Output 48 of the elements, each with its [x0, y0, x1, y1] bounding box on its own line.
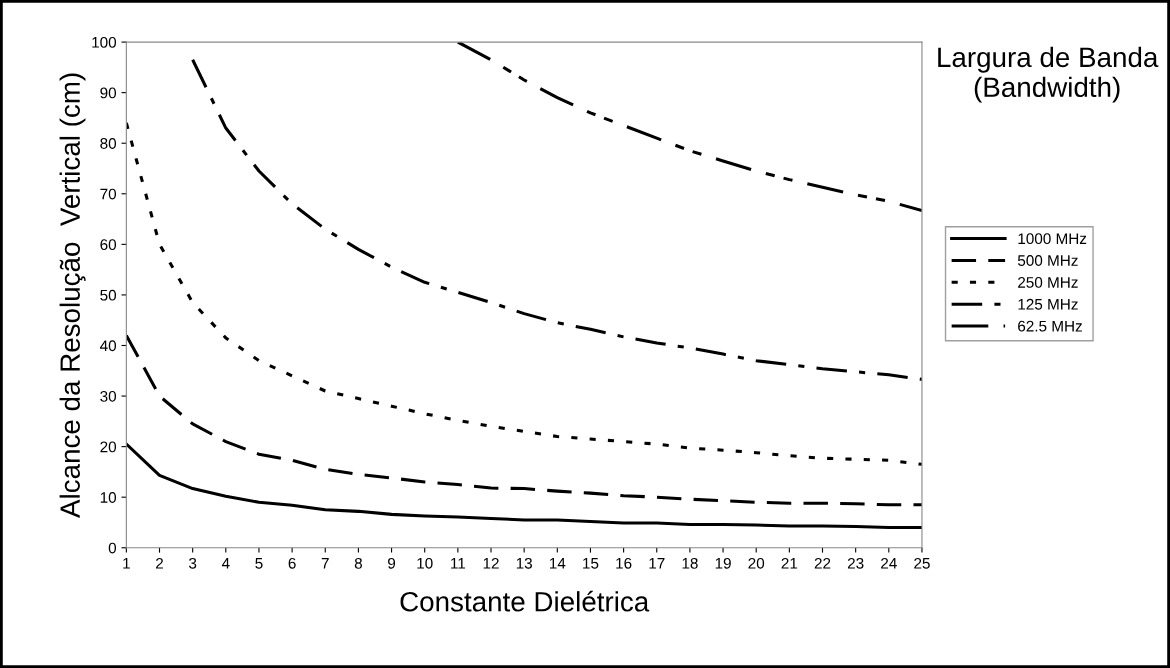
x-tick-label: 5 — [255, 558, 263, 569]
x-tick-label: 12 — [483, 557, 499, 569]
x-tick-label: 24 — [881, 557, 897, 569]
x-tick-label: 17 — [649, 558, 665, 569]
x-tick-label: 11 — [451, 558, 466, 569]
legend-title: Largura de Banda (Bandwidth) — [938, 46, 1159, 103]
x-tick-label: 21 — [781, 557, 798, 569]
legend-label: 250 MHz — [1018, 276, 1078, 288]
legend-label: 125 MHz — [1018, 298, 1078, 310]
y-tick-label: 70 — [100, 188, 117, 200]
x-tick-label: 23 — [847, 557, 864, 569]
x-tick-label: 6 — [288, 557, 296, 569]
x-tick-label: 9 — [388, 557, 396, 569]
x-tick-label: 13 — [516, 557, 532, 569]
line-series — [191, 58, 922, 381]
x-tick-label: 2 — [156, 557, 163, 569]
x-tick-label: 10 — [417, 557, 433, 569]
x-tick-label: 3 — [188, 557, 197, 569]
line-series — [126, 333, 922, 507]
line-series — [126, 121, 922, 466]
x-tick-label: 15 — [583, 558, 599, 569]
x-tick-label: 8 — [354, 557, 362, 569]
y-tick-label: 20 — [100, 441, 117, 453]
x-tick-label: 16 — [616, 557, 632, 569]
x-tick-label: 1 — [123, 558, 130, 569]
x-tick-label: 20 — [748, 557, 765, 569]
legend-label: 500 MHz — [1017, 255, 1078, 266]
y-tick-label: 80 — [100, 138, 117, 149]
y-tick-label: 0 — [108, 542, 117, 554]
x-tick-label: 18 — [682, 557, 698, 569]
x-tick-label: 7 — [321, 558, 329, 569]
y-tick-label: 10 — [100, 492, 117, 503]
x-tick-label: 4 — [221, 558, 230, 569]
y-tick-label: 100 — [92, 36, 117, 48]
x-tick-label: 25 — [914, 557, 930, 569]
x-tick-label: 22 — [814, 557, 831, 569]
y-tick-label: 40 — [100, 340, 117, 352]
legend-label: 62.5 MHz — [1018, 320, 1082, 332]
x-axis-title: Constante Dielétrica — [400, 590, 650, 612]
legend-label: 1000 MHz — [1018, 233, 1087, 245]
y-tick-label: 90 — [100, 87, 117, 99]
x-tick-label: 14 — [549, 558, 566, 569]
line-series — [456, 42, 922, 212]
y-tick-label: 60 — [100, 239, 117, 251]
x-tick-label: 19 — [715, 557, 731, 569]
y-axis-title: Alcance da Resolução Vertical (cm) — [59, 73, 86, 518]
y-tick-label: 50 — [100, 289, 117, 301]
y-tick-label: 30 — [100, 390, 117, 402]
